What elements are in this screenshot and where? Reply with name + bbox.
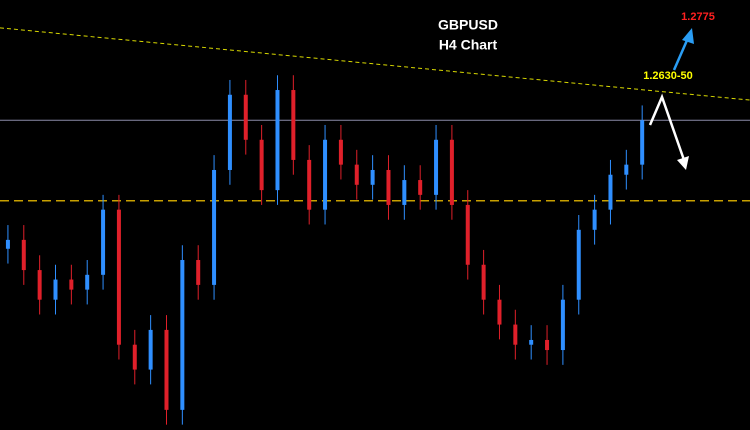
candle-body <box>640 120 645 165</box>
candle-body <box>21 239 26 271</box>
candle-body <box>592 209 597 230</box>
chart-subtitle: H4 Chart <box>439 37 498 53</box>
candle-body <box>196 260 201 285</box>
candle-body <box>164 329 169 410</box>
candle-body <box>418 180 423 195</box>
chart-title: GBPUSD <box>438 17 498 33</box>
candle-body <box>101 209 106 275</box>
candle-body <box>402 180 407 205</box>
candle-body <box>354 164 359 185</box>
candle-body <box>465 204 470 265</box>
candle-body <box>116 209 121 345</box>
candle-body <box>85 274 90 290</box>
candle-body <box>338 139 343 165</box>
candle-body <box>529 339 534 345</box>
candle-body <box>481 264 486 300</box>
target-label: 1.2630-50 <box>643 70 693 82</box>
candle-body <box>5 239 10 249</box>
candle-body <box>370 169 375 185</box>
candle-body <box>513 324 518 345</box>
candle-body <box>212 169 217 285</box>
candle-body <box>275 90 280 191</box>
scenario-arrow <box>672 37 690 71</box>
candle-body <box>323 139 328 210</box>
candle-body <box>291 90 296 160</box>
scenario-arrow <box>648 93 686 161</box>
candle-body <box>449 139 454 205</box>
candle-body <box>69 279 74 290</box>
candle-body <box>560 299 565 351</box>
candle-body <box>243 94 248 140</box>
candle-body <box>53 279 58 300</box>
candle-body <box>545 339 550 351</box>
candle-body <box>497 299 502 325</box>
candle-body <box>227 94 232 170</box>
candle-body <box>259 139 264 191</box>
arrow-head <box>677 156 689 170</box>
plot-area <box>0 27 750 425</box>
candle-body <box>386 169 391 205</box>
target-label: 1.2775 <box>681 11 715 23</box>
candle-body <box>37 270 42 300</box>
arrow-head <box>682 28 694 44</box>
candle-body <box>180 260 185 410</box>
candle-body <box>576 229 581 300</box>
candle-body <box>132 344 137 370</box>
candle-body <box>608 174 613 210</box>
candle-body <box>148 329 153 370</box>
candle-body <box>624 164 629 175</box>
candle-body <box>307 159 312 210</box>
candle-body <box>434 139 439 195</box>
